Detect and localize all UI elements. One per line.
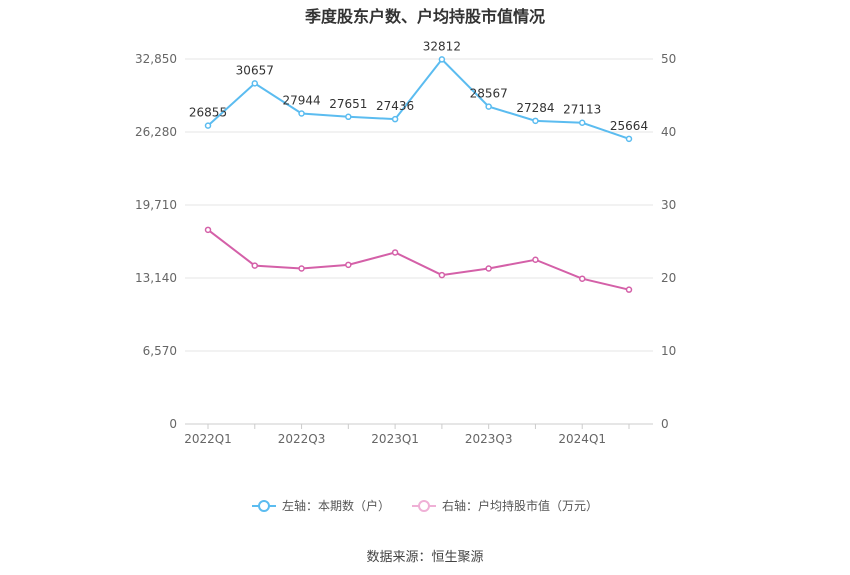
data-label: 27284 (516, 101, 554, 115)
legend-right-label: 右轴：户均持股市值（万元） (442, 499, 599, 513)
data-label: 32812 (423, 39, 461, 53)
legend-item-left[interactable]: 左轴：本期数（户） (251, 497, 390, 514)
data-point (532, 256, 539, 263)
x-axis-tick-label: 2024Q1 (558, 432, 606, 446)
data-point (532, 117, 539, 125)
data-point (345, 261, 352, 269)
data-point (204, 226, 212, 234)
right-axis-tick-label: 50 (661, 52, 676, 66)
data-point (391, 115, 399, 123)
data-point (391, 249, 399, 256)
right-axis-tick-label: 30 (661, 198, 676, 212)
source-note: 数据来源：恒生聚源 (366, 550, 484, 565)
data-label: 26855 (189, 106, 227, 120)
data-label: 27651 (329, 97, 367, 111)
legend-item-right[interactable]: 右轴：户均持股市值（万元） (412, 497, 598, 514)
data-point (298, 265, 305, 272)
chart-title: 季度股东户数、户均持股市值情况 (304, 7, 545, 26)
data-point (438, 56, 446, 63)
left-axis-tick-label: 0 (169, 417, 177, 431)
data-point (204, 122, 212, 129)
data-point (438, 271, 446, 279)
x-axis-tick-label: 2022Q1 (184, 432, 232, 446)
data-label: 30657 (236, 63, 274, 77)
left-axis-tick-label: 6,570 (143, 344, 177, 358)
left-axis-tick-label: 13,140 (135, 271, 177, 285)
x-axis-tick-label: 2023Q3 (465, 432, 513, 446)
left-axis-tick-label: 32,850 (135, 52, 177, 66)
data-point (298, 110, 305, 117)
legend-left-marker-icon (251, 499, 276, 512)
x-axis-tick-label: 2022Q3 (278, 432, 326, 446)
data-label: 27113 (563, 103, 601, 117)
data-label: 28567 (470, 87, 508, 101)
left-axis-tick-label: 26,280 (135, 125, 177, 139)
legend: 左轴：本期数（户） 右轴：户均持股市值（万元） (0, 497, 850, 514)
data-label: 27944 (282, 94, 320, 108)
data-point (578, 275, 586, 282)
data-point (625, 286, 633, 293)
series-line-right (207, 229, 630, 291)
right-axis-tick-label: 0 (661, 417, 669, 431)
x-axis-tick-label: 2023Q1 (371, 432, 419, 446)
legend-left-label: 左轴：本期数（户） (281, 499, 390, 513)
legend-right-marker-icon (412, 499, 436, 512)
series-line-left (207, 57, 630, 140)
data-label: 27436 (376, 99, 414, 113)
data-point (251, 80, 259, 87)
right-axis-tick-label: 20 (661, 271, 676, 285)
right-axis-tick-label: 10 (661, 344, 676, 358)
left-axis-tick-label: 19,710 (135, 198, 177, 212)
data-point (345, 113, 352, 121)
data-point (625, 135, 633, 143)
data-point (485, 103, 492, 110)
data-point (485, 265, 492, 272)
right-axis-tick-label: 40 (661, 125, 676, 139)
data-point (251, 262, 259, 269)
data-point (578, 119, 586, 126)
data-label: 25664 (610, 119, 648, 133)
